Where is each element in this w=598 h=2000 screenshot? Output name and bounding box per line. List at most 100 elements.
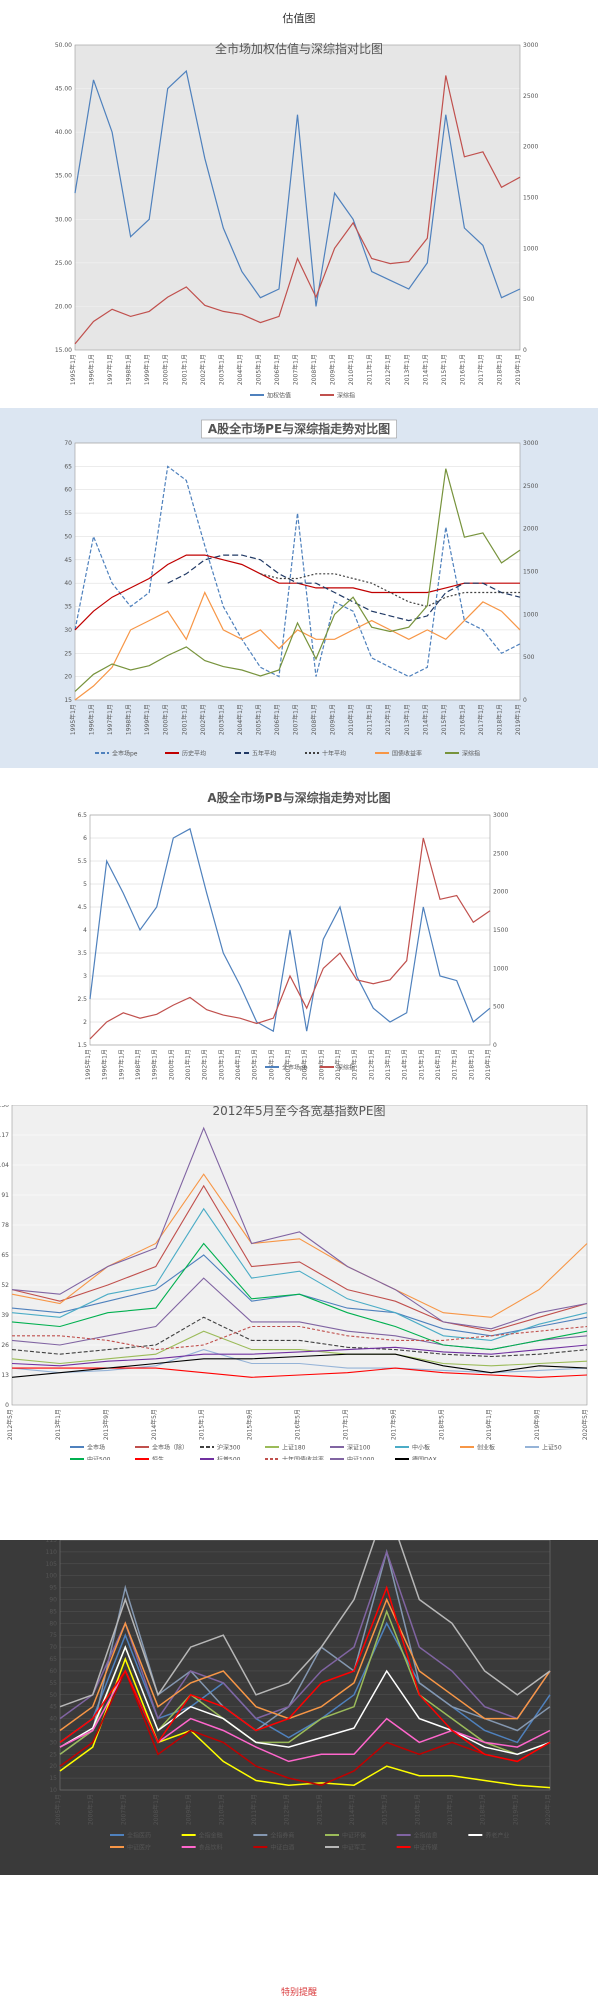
series-line bbox=[89, 837, 491, 1040]
y-tick-label: 3 bbox=[83, 973, 87, 980]
x-tick-label: 2013年1月 bbox=[403, 704, 411, 735]
x-tick-label: 2009年1月 bbox=[329, 354, 337, 385]
legend-label: 五年平均 bbox=[252, 750, 276, 758]
y-tick-label: 6.5 bbox=[77, 812, 87, 819]
legend-label: 恒生 bbox=[152, 1456, 164, 1461]
y-tick-label: 45 bbox=[49, 1704, 57, 1711]
series-line bbox=[59, 1656, 551, 1789]
series-line bbox=[59, 1549, 551, 1721]
x-tick-label: 2007年1月 bbox=[119, 1794, 127, 1825]
y2-tick-label: 1000 bbox=[523, 245, 538, 252]
x-tick-label: 2016年1月 bbox=[413, 1794, 421, 1825]
x-tick-label: 2007年1月 bbox=[292, 704, 300, 735]
legend-label: 上证180 bbox=[282, 1444, 306, 1452]
y-tick-label: 20.00 bbox=[55, 303, 72, 310]
x-tick-label: 2019年1月 bbox=[484, 1049, 492, 1080]
y2-tick-label: 500 bbox=[523, 654, 535, 661]
y-tick-label: 55 bbox=[64, 510, 72, 517]
x-tick-label: 2018年1月 bbox=[495, 704, 503, 735]
x-tick-label: 2014年1月 bbox=[421, 354, 429, 385]
y-tick-label: 15 bbox=[64, 697, 72, 704]
y-tick-label: 95 bbox=[49, 1585, 57, 1592]
legend-label: 中小板 bbox=[412, 1444, 430, 1452]
chart-4-svg: 0 13 26 39 52 65 78 91 104 117 130 2012年5月 2013年1月 20… bbox=[0, 1102, 589, 1464]
x-tick-label: 2015年1月 bbox=[381, 1794, 389, 1825]
x-tick-label: 1997年1月 bbox=[106, 704, 114, 735]
x-tick-label: 1996年1月 bbox=[101, 1049, 109, 1080]
legend-label: 全市场pe bbox=[112, 750, 138, 758]
plot-frame bbox=[74, 44, 521, 351]
x-tick-label: 2008年1月 bbox=[310, 354, 318, 385]
x-tick-label: 2020年1月 bbox=[544, 1794, 552, 1825]
series-line bbox=[59, 1645, 551, 1756]
legend-label: 深证100 bbox=[347, 1444, 371, 1452]
x-tick-label: 2012年1月 bbox=[384, 354, 392, 385]
legend-label: 全市场（除） bbox=[152, 1444, 188, 1452]
x-tick-label: 2003年1月 bbox=[217, 704, 225, 735]
x-tick-label: 1996年1月 bbox=[88, 354, 96, 385]
y-tick-label: 1.5 bbox=[77, 1042, 87, 1049]
x-tick-label: 1997年1月 bbox=[117, 1049, 125, 1080]
y-tick-label: 78 bbox=[1, 1222, 9, 1229]
y-tick-label: 25.00 bbox=[55, 260, 72, 267]
legend-label: 中证传媒 bbox=[414, 1844, 438, 1852]
x-tick-label: 2005年1月 bbox=[254, 354, 262, 385]
y2-tick-label: 2000 bbox=[493, 889, 508, 896]
y-tick-label: 15.00 bbox=[55, 347, 72, 354]
series-line bbox=[11, 1242, 588, 1351]
page-footer: 特别提醒 bbox=[280, 1988, 317, 1998]
x-tick-label: 2008年1月 bbox=[310, 704, 318, 735]
chart-2-svg: 15 20 25 30 35 40 45 50 55 60 65 70 0 500 1000 1500 2000… bbox=[0, 408, 598, 768]
series-line bbox=[59, 1501, 551, 1708]
legend-label: 标普500 bbox=[217, 1456, 241, 1461]
y-tick-label: 4 bbox=[83, 927, 87, 934]
y-tick-label: 85 bbox=[49, 1608, 57, 1615]
x-tick-label: 2010年1月 bbox=[347, 354, 355, 385]
x-tick-label: 2002年1月 bbox=[199, 704, 207, 735]
x-tick-label: 2006年1月 bbox=[87, 1794, 95, 1825]
legend-label: 中证1000 bbox=[347, 1456, 374, 1461]
x-tick-label: 2007年1月 bbox=[284, 1049, 292, 1080]
x-tick-label: 2011年1月 bbox=[351, 1049, 359, 1080]
x-tick-label: 1999年1月 bbox=[143, 354, 151, 385]
x-tick-label: 2018年1月 bbox=[467, 1049, 475, 1080]
x-tick-label: 2001年1月 bbox=[180, 354, 188, 385]
y-tick-label: 91 bbox=[1, 1192, 9, 1199]
legend-label: 德国DAX bbox=[412, 1456, 437, 1461]
y2-tick-label: 1000 bbox=[523, 611, 538, 618]
x-tick-label: 2012年5月 bbox=[6, 1409, 14, 1440]
legend-label: 上证50 bbox=[542, 1444, 562, 1452]
x-tick-label: 2000年1月 bbox=[167, 1049, 175, 1080]
y2-tick-label: 3000 bbox=[523, 42, 538, 49]
legend-label: 中证军工 bbox=[342, 1844, 366, 1852]
x-tick-label: 2002年1月 bbox=[199, 354, 207, 385]
chart-title: 2012年5月至今各宽基指数PE图 bbox=[213, 1105, 386, 1118]
x-tick-label: 2019年1月 bbox=[514, 354, 522, 385]
x-tick-label: 2005年1月 bbox=[251, 1049, 259, 1080]
x-tick-label: 2018年1月 bbox=[479, 1794, 487, 1825]
y-tick-label: 104 bbox=[0, 1162, 9, 1169]
chart-4: 0 13 26 39 52 65 78 91 104 117 130 2012年5月 2013年1月 20… bbox=[0, 1102, 598, 1464]
x-tick-label: 2014年5月 bbox=[150, 1409, 158, 1440]
y-tick-label: 50 bbox=[64, 533, 72, 540]
x-tick-label: 2019年9月 bbox=[533, 1409, 541, 1440]
chart-2: 15 20 25 30 35 40 45 50 55 60 65 70 0 500 1000 1500 2000… bbox=[0, 408, 598, 768]
x-tick-label: 2016年1月 bbox=[458, 354, 466, 385]
x-tick-label: 2012年1月 bbox=[384, 704, 392, 735]
x-tick-label: 2010年1月 bbox=[217, 1794, 225, 1825]
legend-label: 全指信息 bbox=[414, 1832, 438, 1840]
legend-label: 深综指 bbox=[462, 750, 480, 758]
chart-1: 15.00 20.00 25.00 30.00 35.00 40.00 45.00 50.00… bbox=[0, 35, 598, 405]
x-tick-label: 2008年1月 bbox=[301, 1049, 309, 1080]
x-tick-label: 2019年1月 bbox=[511, 1794, 519, 1825]
y-tick-label: 35 bbox=[49, 1727, 57, 1734]
x-tick-label: 2016年1月 bbox=[434, 1049, 442, 1080]
series-line bbox=[59, 1585, 551, 1763]
y-tick-label: 65 bbox=[49, 1656, 57, 1663]
x-tick-label: 2001年1月 bbox=[184, 1049, 192, 1080]
x-tick-label: 2014年1月 bbox=[401, 1049, 409, 1080]
y-tick-label: 40 bbox=[49, 1716, 57, 1723]
x-tick-label: 2017年1月 bbox=[341, 1409, 349, 1440]
x-tick-label: 2020年5月 bbox=[581, 1409, 589, 1440]
series-line bbox=[11, 1344, 588, 1367]
